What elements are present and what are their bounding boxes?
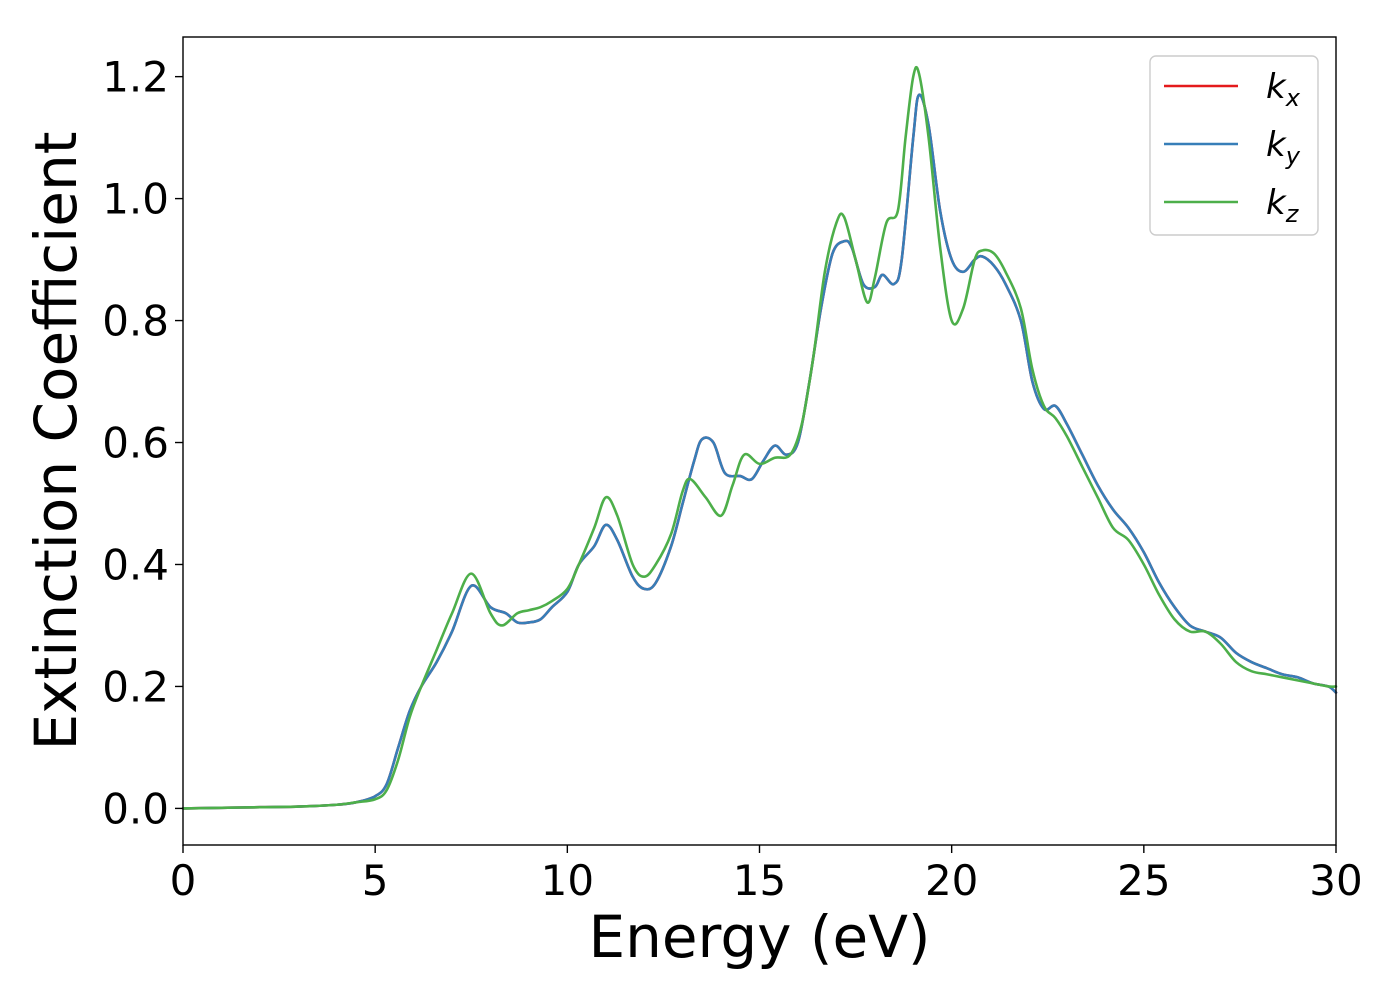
y-tick-label: 0.0: [102, 784, 169, 833]
x-tick-label: 5: [362, 856, 389, 905]
y-tick-label: 0.8: [102, 297, 169, 346]
x-tick-label: 0: [170, 856, 197, 905]
x-axis-label: Energy (eV): [588, 903, 930, 971]
legend: kx ky kz: [1149, 55, 1319, 236]
y-tick-label: 0.2: [102, 662, 169, 711]
x-tick-label: 25: [1117, 856, 1170, 905]
x-tick-label: 15: [733, 856, 786, 905]
y-tick-label: 1.0: [102, 175, 169, 224]
x-tick-label: 20: [925, 856, 978, 905]
x-axis-ticks: 0 5 10 15 20 25 30: [170, 845, 1363, 905]
legend-label: kx: [1266, 67, 1301, 112]
x-tick-label: 30: [1309, 856, 1362, 905]
y-tick-label: 1.2: [102, 53, 169, 102]
legend-label: ky: [1266, 125, 1301, 170]
y-axis-ticks: 0.0 0.2 0.4 0.6 0.8 1.0 1.2: [102, 53, 183, 833]
series-line-k-z: [181, 65, 1338, 810]
series-layer: [181, 65, 1338, 810]
plot-background: [183, 37, 1336, 845]
legend-label: kz: [1266, 183, 1300, 228]
x-tick-label: 10: [541, 856, 594, 905]
legend-box: [1149, 55, 1319, 236]
y-tick-label: 0.6: [102, 419, 169, 468]
y-axis-label: Extinction Coefficient: [22, 132, 90, 751]
y-tick-label: 0.4: [102, 540, 169, 589]
